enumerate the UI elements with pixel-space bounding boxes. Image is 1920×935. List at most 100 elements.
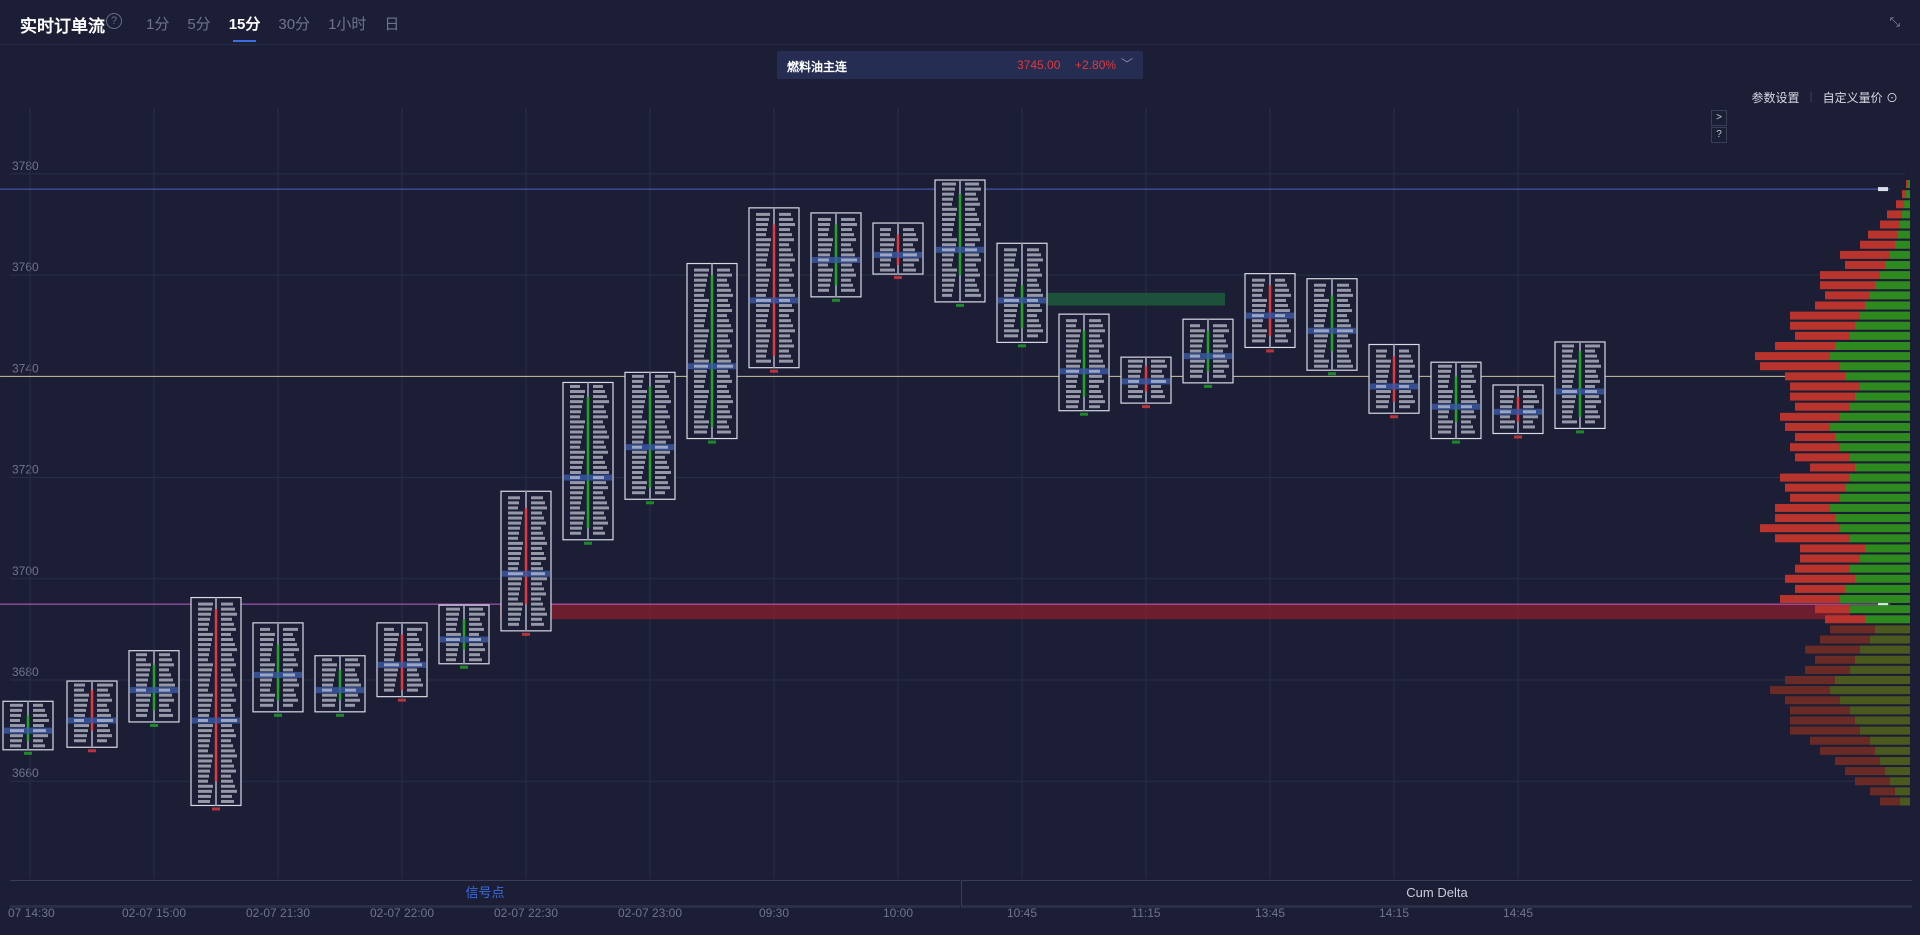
- tab-5[interactable]: 日: [384, 16, 400, 33]
- bid-volume-cell: [508, 511, 523, 515]
- ask-volume-cell: [1461, 369, 1472, 373]
- bid-volume-cell: [694, 309, 707, 313]
- poc-highlight: [68, 717, 116, 724]
- symbol-selector[interactable]: 燃料油主连 3745.00 +2.80% ﹀: [777, 51, 1143, 79]
- bid-volume-cell: [1438, 405, 1450, 409]
- ask-volume-cell: [221, 663, 236, 667]
- bid-volume-cell: [1314, 349, 1325, 353]
- bid-volume-cell: [1128, 390, 1143, 394]
- ask-volume-cell: [1089, 405, 1100, 409]
- bid-volume-cell: [756, 298, 771, 302]
- symbol-change: +2.80%: [1075, 58, 1117, 72]
- ask-volume-cell: [593, 526, 603, 530]
- ask-volume-cell: [1461, 410, 1474, 414]
- bid-volume-cell: [694, 334, 708, 338]
- poc-highlight: [1308, 327, 1356, 334]
- bid-volume-cell: [322, 678, 334, 682]
- panel-cum-delta[interactable]: Cum Delta: [961, 880, 1912, 908]
- ask-volume-cell: [1337, 314, 1347, 318]
- tab-1[interactable]: 5分: [187, 16, 211, 33]
- params-settings-link[interactable]: 参数设置: [1751, 91, 1800, 105]
- bid-volume-cell: [632, 410, 643, 414]
- bid-volume-cell: [198, 638, 212, 642]
- collapse-icon[interactable]: ⤡: [1889, 14, 1900, 29]
- custom-volume-price-link[interactable]: 自定义量价 ⊙: [1823, 89, 1898, 106]
- ask-volume-cell: [1089, 390, 1101, 394]
- candle-delta-label: [1328, 372, 1336, 376]
- profile-sell-bar: [1896, 200, 1904, 209]
- bid-volume-cell: [322, 663, 337, 667]
- bid-volume-cell: [756, 268, 771, 272]
- bid-volume-cell: [508, 612, 521, 616]
- bid-volume-cell: [694, 303, 708, 307]
- bid-volume-cell: [198, 663, 213, 667]
- expand-button[interactable]: >: [1711, 110, 1727, 126]
- bid-volume-cell: [1252, 283, 1264, 287]
- bid-volume-cell: [1314, 309, 1327, 313]
- bid-volume-cell: [632, 481, 647, 485]
- ask-volume-cell: [1585, 369, 1596, 373]
- ask-volume-cell: [717, 430, 731, 434]
- bid-volume-cell: [1128, 384, 1138, 388]
- profile-buy-bar: [1855, 392, 1910, 401]
- poc-highlight: [750, 297, 798, 304]
- bid-volume-cell: [1376, 400, 1389, 404]
- bid-volume-cell: [694, 410, 705, 414]
- bid-volume-cell: [1376, 359, 1391, 363]
- ask-volume-cell: [593, 491, 603, 495]
- profile-buy-bar: [1898, 230, 1910, 239]
- profile-sell-bar: [1840, 250, 1890, 259]
- bid-volume-cell: [10, 713, 21, 717]
- ask-volume-cell: [1151, 374, 1164, 378]
- profile-sell-bar: [1830, 625, 1875, 634]
- ask-volume-cell: [1399, 369, 1410, 373]
- ask-volume-cell: [1089, 344, 1104, 348]
- panel-signal[interactable]: 信号点: [10, 880, 960, 908]
- bid-volume-cell: [818, 283, 830, 287]
- tab-2[interactable]: 15分: [229, 13, 260, 42]
- bid-volume-cell: [570, 425, 584, 429]
- ask-volume-cell: [221, 607, 235, 611]
- bid-volume-cell: [508, 597, 518, 601]
- bid-volume-cell: [446, 643, 459, 647]
- ask-volume-cell: [345, 678, 359, 682]
- profile-sell-bar: [1902, 190, 1906, 199]
- bid-volume-cell: [198, 794, 211, 798]
- ask-volume-cell: [221, 678, 235, 682]
- tab-3[interactable]: 30分: [278, 16, 311, 33]
- tab-0[interactable]: 1分: [146, 16, 170, 33]
- bid-volume-cell: [1314, 319, 1325, 323]
- candle-delta-label: [956, 303, 964, 307]
- chart-help-button[interactable]: ?: [1711, 127, 1727, 143]
- bid-volume-cell: [508, 526, 520, 530]
- bid-volume-cell: [322, 703, 335, 707]
- bid-volume-cell: [1066, 344, 1078, 348]
- bid-volume-cell: [74, 713, 85, 717]
- poc-highlight: [130, 687, 178, 694]
- ask-volume-cell: [221, 799, 234, 803]
- tab-4[interactable]: 1小时: [328, 16, 367, 33]
- bid-volume-cell: [1004, 258, 1015, 262]
- ask-volume-cell: [1399, 374, 1412, 378]
- candle-delta-label: [274, 713, 282, 717]
- ask-volume-cell: [965, 228, 976, 232]
- bid-volume-cell: [1128, 395, 1142, 399]
- bid-volume-cell: [198, 643, 211, 647]
- ask-volume-cell: [965, 187, 981, 191]
- bid-volume-cell: [1314, 354, 1324, 358]
- ask-volume-cell: [1027, 258, 1043, 262]
- bid-volume-cell: [1376, 405, 1388, 409]
- ask-volume-cell: [779, 243, 789, 247]
- y-tick-label: 3780: [12, 159, 39, 173]
- ask-volume-cell: [221, 724, 232, 728]
- help-icon[interactable]: ?: [106, 13, 122, 29]
- bid-volume-cell: [632, 470, 643, 474]
- poc-highlight: [936, 246, 984, 253]
- bid-volume-cell: [1066, 354, 1076, 358]
- ask-volume-cell: [1089, 359, 1103, 363]
- ask-volume-cell: [655, 465, 669, 469]
- profile-sell-bar: [1795, 331, 1850, 340]
- ask-volume-cell: [593, 420, 603, 424]
- bid-volume-cell: [1190, 334, 1204, 338]
